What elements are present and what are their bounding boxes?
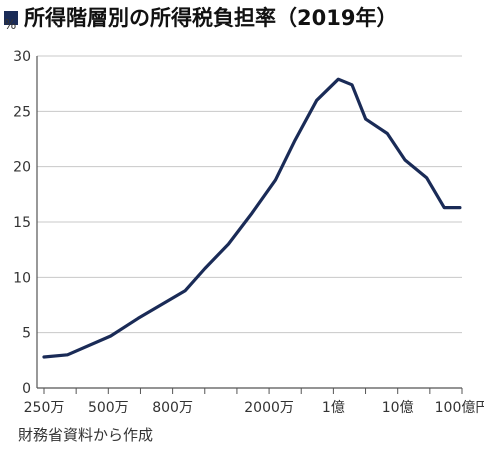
x-tick-label: 1億 [322, 400, 345, 416]
y-axis-unit-label: % [4, 18, 16, 33]
x-tick-label: 800万 [152, 400, 193, 416]
x-tick-label: 500万 [88, 400, 129, 416]
chart-title-text: 所得階層別の所得税負担率（2019年） [24, 6, 398, 30]
y-tick-label: 25 [13, 104, 31, 120]
y-tick-label: 10 [13, 270, 31, 286]
source-note: 財務省資料から作成 [18, 426, 154, 444]
series-line [42, 77, 462, 359]
y-tick-label: 5 [22, 326, 31, 342]
title-square-icon [4, 11, 18, 25]
y-tick-label: 0 [22, 381, 31, 397]
x-tick-label: 100億円 [435, 400, 484, 416]
y-tick-label: 15 [13, 215, 31, 231]
y-tick-label: 20 [13, 160, 31, 176]
chart-title: 所得階層別の所得税負担率（2019年） [4, 2, 397, 32]
y-tick-label: 30 [13, 49, 31, 65]
x-tick-label: 2000万 [244, 400, 294, 416]
x-tick-label: 10億 [382, 400, 414, 416]
x-tick-label: 250万 [24, 400, 65, 416]
